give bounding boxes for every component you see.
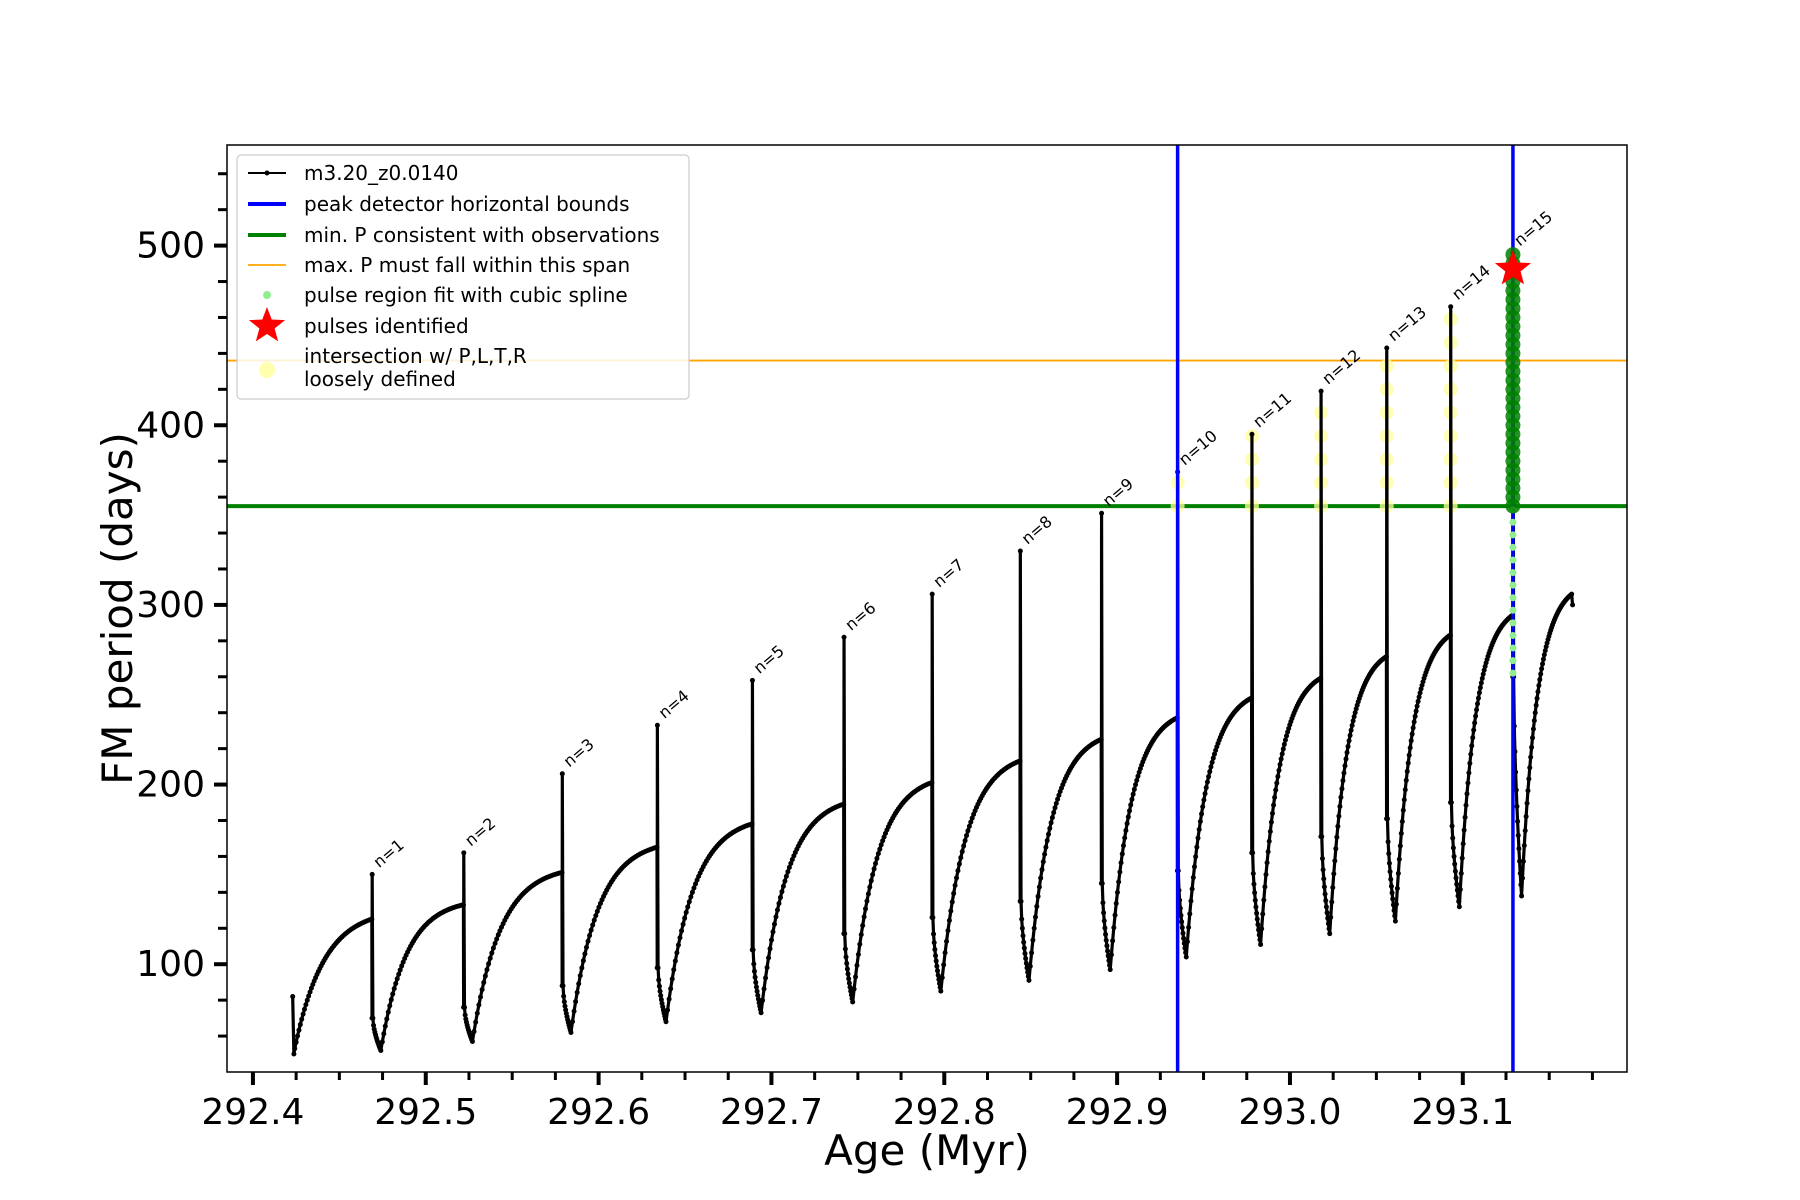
pulse-label: n=8 [1018,512,1056,548]
spline-fit-point [1509,556,1517,564]
legend-label: peak detector horizontal bounds [304,192,630,216]
legend-handle [263,291,271,299]
spline-fit-point [1509,619,1517,627]
pulse-label: n=4 [655,686,693,722]
legend-label: pulses identified [304,314,469,338]
legend-label: min. P consistent with observations [304,223,660,247]
x-axis-ticks: 292.4 292.5 292.6 292.7 292.8 292.9 293.0 293.1 [201,1072,1594,1133]
pulse-identified-star [1494,249,1531,285]
spline-fit-point [1509,569,1517,577]
legend-handle [259,362,275,378]
x-tick-label: 293.0 [1238,1092,1341,1133]
pulse-label: n=10 [1175,426,1221,469]
pulse-label: n=14 [1448,261,1494,304]
x-tick-label: 292.7 [720,1092,823,1133]
x-tick-label: 292.5 [374,1092,477,1133]
pulse-label: n=7 [930,555,968,591]
pulse-label: n=2 [461,814,499,850]
spline-fit-point [1509,543,1517,551]
legend-handle-marker [264,170,270,176]
y-tick-label: 300 [136,585,205,626]
period-series-markers [290,250,1576,1057]
legend-box [236,154,690,400]
legend-label: loosely defined [304,367,456,391]
x-tick-label: 292.8 [893,1092,996,1133]
spline-fit-point [1509,594,1517,602]
spline-fit-point [1509,518,1517,526]
pulse-label: n=5 [750,641,788,677]
pulse-label: n=6 [841,598,879,634]
legend-label: m3.20_z0.0140 [304,161,459,185]
y-axis-ticks: 100 200 300 400 500 [136,172,227,1038]
pulse-label: n=15 [1510,207,1556,250]
y-axis-label: FM period (days) [93,432,142,785]
spline-fit-point [1509,631,1517,639]
pulse-label: n=11 [1249,389,1295,432]
x-tick-label: 293.1 [1411,1092,1514,1133]
legend-label: pulse region fit with cubic spline [304,283,628,307]
x-tick-label: 292.9 [1066,1092,1169,1133]
legend-handle [248,307,286,342]
pulse-label: n=13 [1384,302,1430,345]
spline-fit-point [1509,606,1517,614]
y-tick-label: 500 [136,226,205,267]
y-tick-label: 400 [136,405,205,446]
pulse-label: n=3 [560,735,598,771]
plot-frame [226,144,1628,1073]
spline-fit-point [1509,581,1517,589]
x-tick-label: 292.4 [201,1092,304,1133]
spline-fit-point [1509,644,1517,652]
x-axis-label: Age (Myr) [824,1126,1030,1175]
spline-fit-point [1509,657,1517,665]
y-tick-label: 100 [136,944,205,985]
spline-fit-point [1509,669,1517,677]
y-tick-label: 200 [136,765,205,806]
spline-fit-point [1509,531,1517,539]
pulse-label: n=1 [370,835,408,871]
pulse-label: n=12 [1318,345,1364,388]
x-tick-label: 292.6 [547,1092,650,1133]
legend-label: intersection w/ P,L,T,R [304,344,527,368]
legend-label: max. P must fall within this span [304,253,630,277]
